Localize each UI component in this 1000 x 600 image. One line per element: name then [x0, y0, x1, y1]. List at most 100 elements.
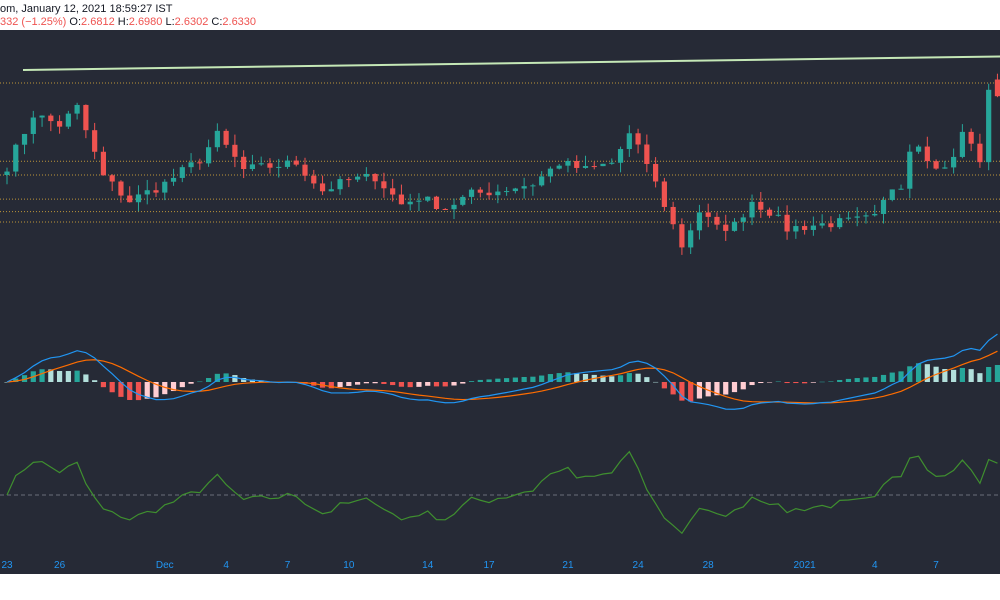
candle-body — [749, 201, 755, 218]
candle-body — [504, 191, 510, 193]
macd-histogram-bar — [504, 378, 510, 382]
x-tick-label: 17 — [484, 560, 496, 571]
macd-histogram-bar — [83, 374, 89, 382]
macd-histogram-bar — [407, 382, 413, 388]
macd-histogram-bar — [451, 382, 457, 386]
candle-body — [284, 160, 291, 167]
low-label: L: — [165, 16, 175, 28]
trendline — [22, 55, 1000, 71]
header-timestamp-row: om, January 12, 2021 18:59:27 IST — [0, 3, 172, 15]
change-value: 332 (−1.25%) — [0, 16, 67, 28]
price-candles — [4, 73, 1000, 255]
x-tick-label: Dec — [156, 560, 174, 571]
candle-body — [442, 208, 448, 210]
open-label: O: — [69, 16, 82, 28]
candle-body — [127, 195, 133, 203]
candle-body — [547, 168, 554, 177]
candle-body — [311, 175, 317, 184]
candle-body — [118, 181, 124, 196]
candle-body — [512, 188, 518, 192]
candle-body — [828, 223, 834, 228]
macd-histogram-bar — [810, 382, 816, 383]
candle-body — [924, 146, 930, 162]
macd-histogram-bar — [898, 371, 904, 382]
candle-body — [845, 217, 852, 219]
macd-histogram-bar — [723, 382, 729, 395]
macd-histogram-bar — [92, 380, 98, 382]
macd-histogram-bar — [837, 379, 843, 382]
macd-histogram-bar — [547, 374, 554, 382]
x-tick-label: 28 — [703, 560, 715, 571]
macd-histogram-bar — [600, 375, 606, 382]
candle-body — [153, 190, 159, 193]
macd-histogram-bar — [749, 382, 755, 386]
candle-body — [109, 175, 115, 182]
resistance-trendline — [22, 55, 1000, 71]
chart-svg[interactable]: 23 26 Dec 4 7 10 14 17 21 24 28 2021 4 7 — [0, 30, 1000, 574]
macd-histogram-bar — [477, 379, 483, 382]
candle-body — [705, 212, 711, 217]
candle-body — [372, 173, 378, 182]
candle-body — [714, 216, 720, 225]
candle-body — [968, 131, 974, 144]
candle-body — [775, 214, 781, 216]
close-value: 2.6330 — [222, 16, 257, 28]
macd-histogram-bar — [994, 364, 1000, 382]
candle-body — [863, 215, 869, 217]
macd-histogram-bar — [863, 377, 869, 382]
macd-histogram-bar — [951, 369, 957, 382]
candle-body — [609, 162, 615, 164]
macd-histogram-bar — [565, 372, 571, 382]
macd-histogram-bar — [635, 373, 641, 382]
candle-body — [661, 181, 667, 207]
macd-histogram-bar — [582, 373, 589, 382]
candle-body — [223, 130, 229, 145]
candle-body — [951, 156, 957, 168]
x-tick-label: 14 — [422, 560, 434, 571]
candle-body — [565, 160, 571, 166]
candle-body — [363, 173, 369, 177]
candle-body — [802, 226, 808, 230]
macd-histogram-bar — [109, 382, 115, 393]
candle-body — [495, 191, 501, 196]
candle-body — [468, 189, 475, 197]
x-tick-label: 7 — [933, 560, 939, 571]
price-levels — [0, 82, 1000, 223]
candle-body — [390, 188, 396, 195]
candle-body — [425, 196, 431, 201]
candle-body — [398, 194, 405, 205]
macd-histogram-bar — [118, 382, 124, 397]
macd-histogram-bar — [144, 382, 150, 399]
macd-histogram-bar — [328, 382, 334, 389]
candle-body — [766, 209, 773, 216]
candle-body — [276, 166, 282, 168]
macd-histogram-bar — [372, 382, 378, 384]
macd-histogram-bar — [644, 377, 650, 382]
candle-body — [56, 121, 63, 127]
candle-body — [293, 160, 299, 165]
candle-body — [460, 196, 466, 205]
signal-line — [6, 350, 998, 404]
chart-canvas[interactable]: 23 26 Dec 4 7 10 14 17 21 24 28 2021 4 7 — [0, 30, 1000, 574]
candle-body — [942, 167, 948, 169]
macd-histogram-bar — [872, 376, 878, 382]
candle-body — [197, 162, 203, 164]
candle-body — [898, 188, 904, 190]
candle-body — [539, 176, 545, 186]
candle-body — [100, 151, 107, 176]
high-label: H: — [117, 16, 129, 28]
macd-histogram-bar — [661, 382, 667, 389]
macd-histogram-bar — [355, 382, 361, 385]
candle-body — [170, 177, 177, 182]
candle-body — [451, 204, 457, 210]
macd-histogram-bar — [942, 369, 948, 382]
candle-body — [600, 163, 606, 167]
macd-histogram-bar — [232, 375, 238, 382]
candle-body — [556, 165, 562, 169]
candle-body — [249, 164, 256, 170]
candle-body — [416, 200, 422, 202]
candle-body — [679, 224, 685, 248]
candle-body — [854, 216, 860, 218]
candle-body — [13, 144, 19, 172]
macd-histogram-bar — [39, 369, 45, 382]
